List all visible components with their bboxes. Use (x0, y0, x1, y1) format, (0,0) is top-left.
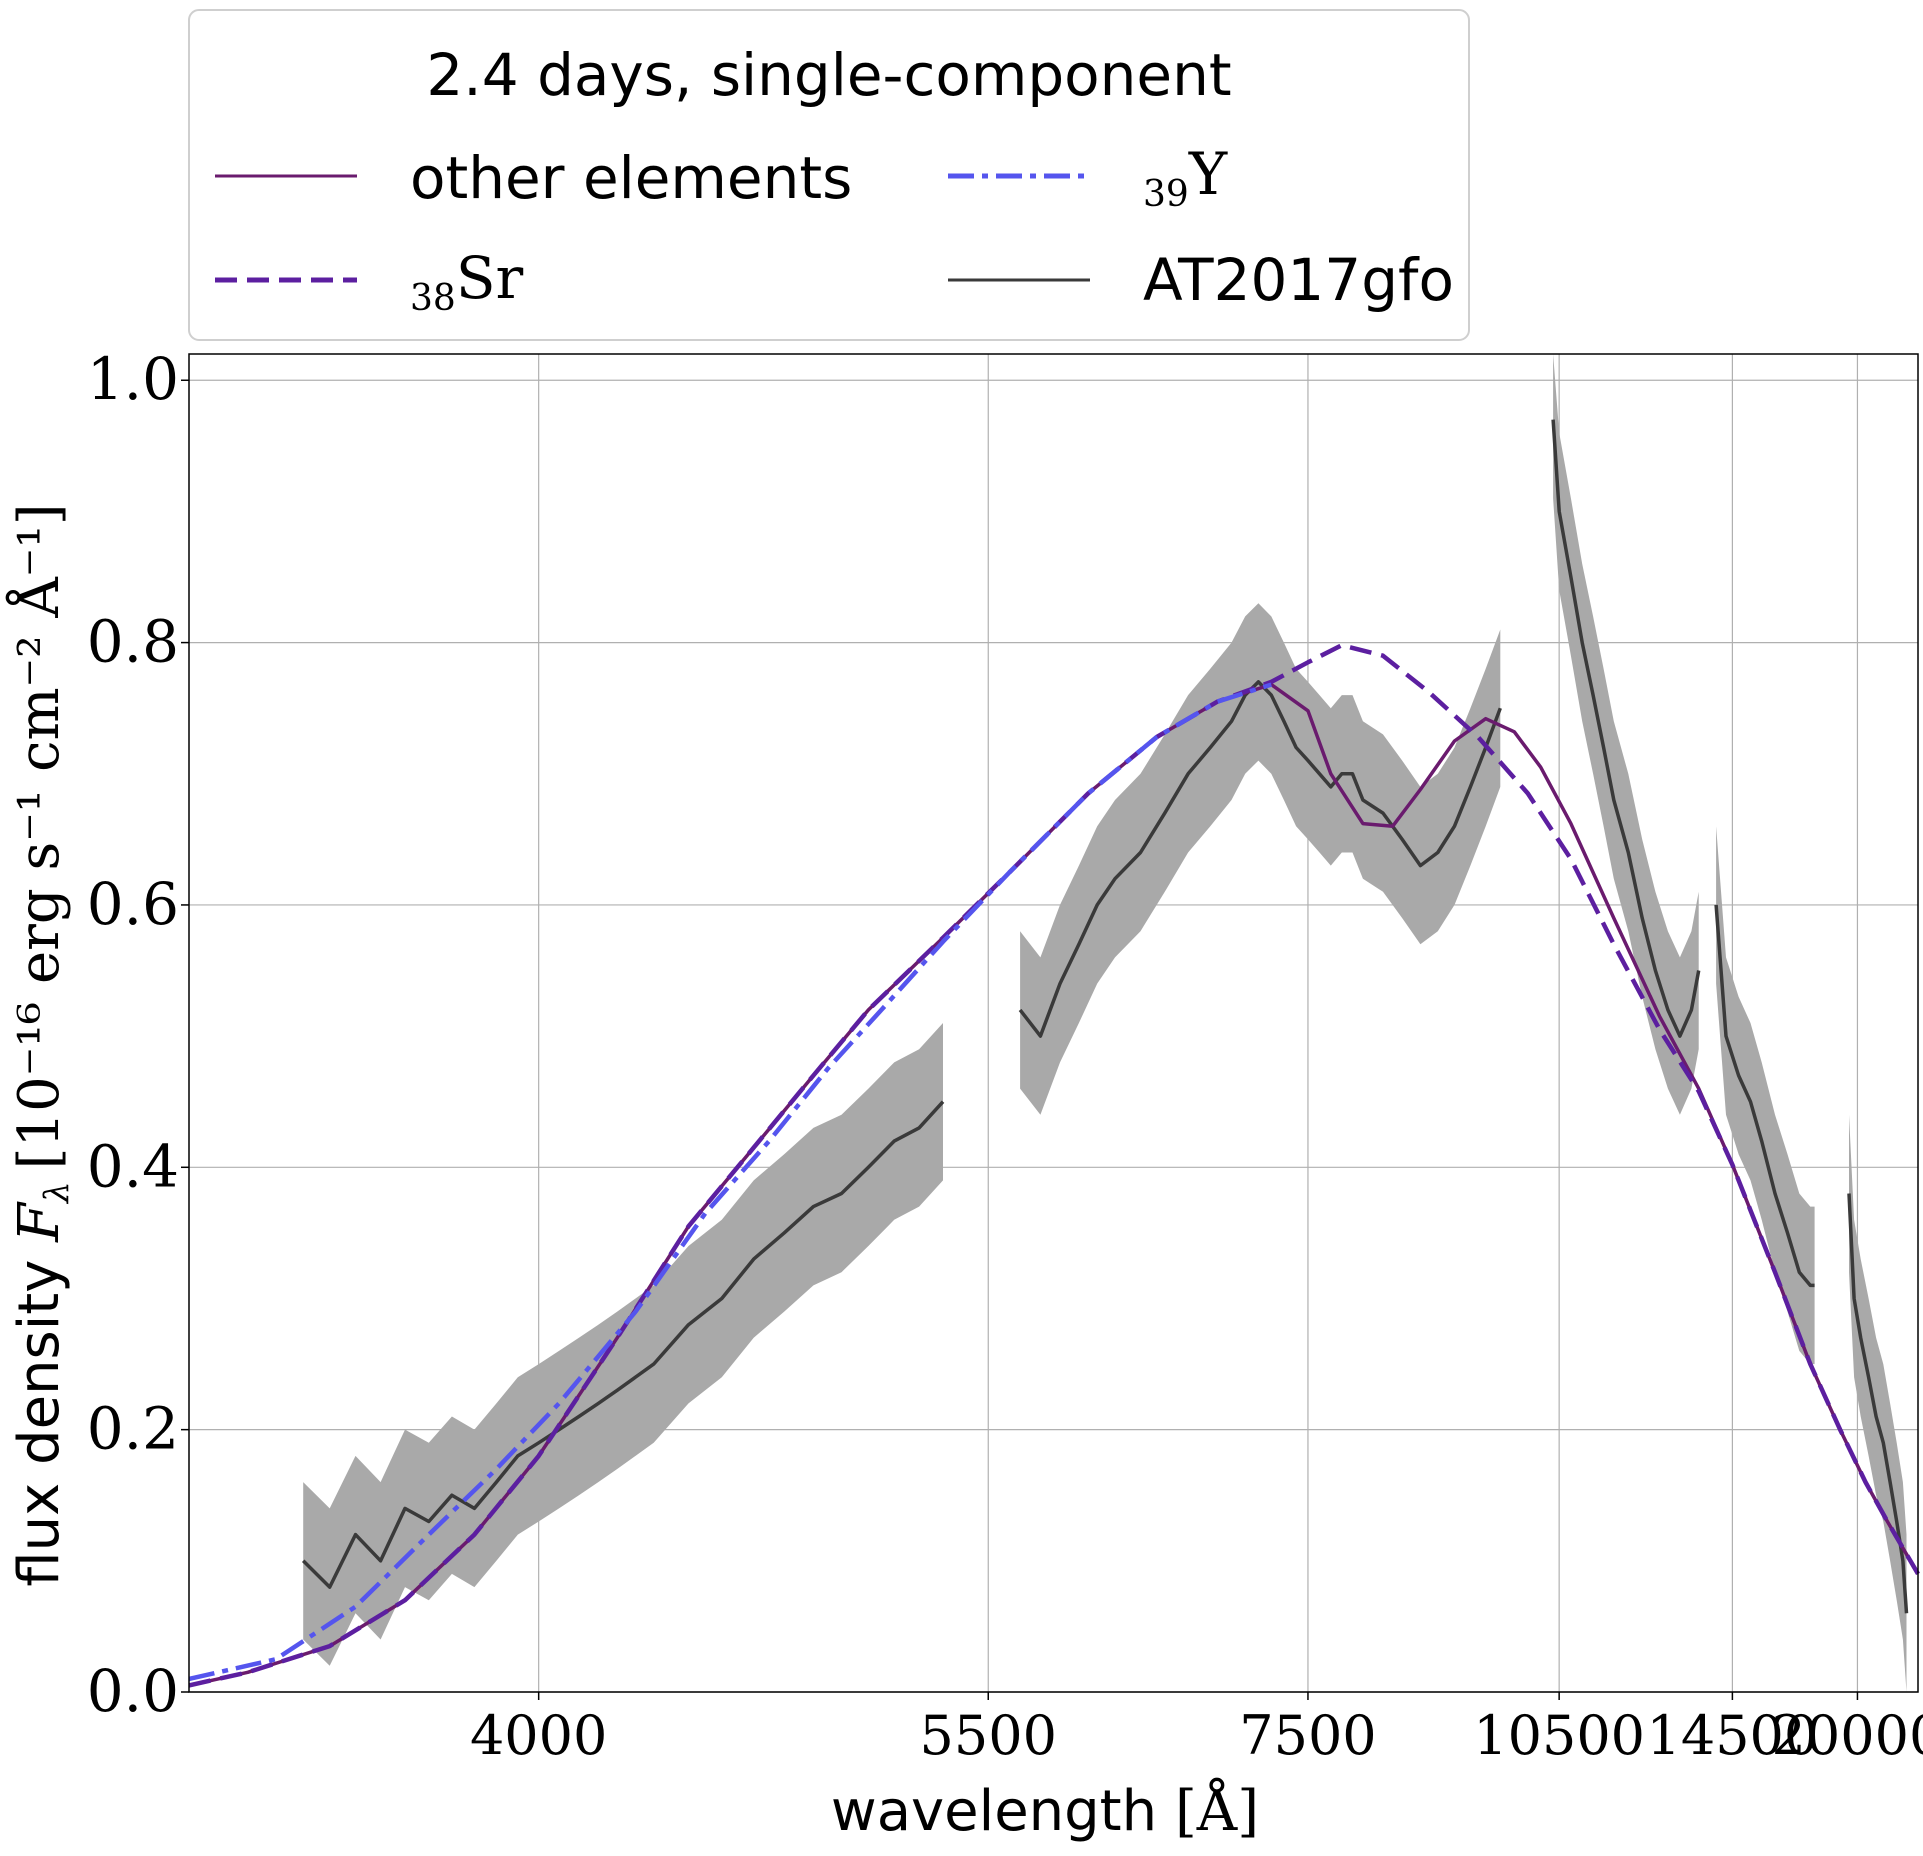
legend-title: 2.4 days, single-component (426, 41, 1231, 109)
legend-label-sr-sub: 38 (410, 278, 456, 319)
observed-spectrum-segment-3 (1714, 904, 1815, 1288)
legend-label-at2017gfo: AT2017gfo (1143, 246, 1454, 314)
legend-label-y-sub: 39 (1143, 174, 1189, 215)
x-axis-label-text: wavelength (831, 1779, 1175, 1844)
legend-label-y: 39Y (1143, 140, 1228, 215)
observed-error-band-segment-0 (303, 1023, 943, 1666)
model-line-sr (188, 642, 1920, 1688)
plot-frame (188, 353, 1919, 1693)
legend-label-other-elements: other elements (410, 144, 852, 212)
model-spectra (188, 642, 1920, 1688)
legend-label-sr: 38Sr (410, 244, 524, 319)
legend-label-sr-symbol: Sr (456, 244, 524, 312)
x-tick-label-3: 10500 (1473, 1704, 1645, 1767)
observed-spectrum-segment-2 (1551, 419, 1701, 1038)
y-axis-label-symbol: F (7, 1201, 72, 1243)
observed-error-band-segment-2 (1553, 354, 1699, 1115)
y-tick-label-0: 0.0 (87, 1657, 179, 1725)
y-tick-label-2: 0.4 (87, 1132, 179, 1200)
y-tick-label-5: 1.0 (87, 345, 179, 413)
observed-spectrum-segment-1 (1018, 680, 1502, 1038)
observed-error-band-segment-1 (1020, 603, 1501, 1115)
legend-box (188, 9, 1470, 341)
y-tick-label-4: 0.8 (87, 608, 179, 676)
legend-label-y-symbol: Y (1188, 140, 1228, 208)
x-tick-label-0: 4000 (470, 1704, 607, 1767)
y-axis-label: flux density Fλ [10⁻¹⁶ erg s⁻¹ cm⁻² Å⁻¹] (5, 503, 77, 1586)
observed-spectrum-segment-0 (301, 1100, 945, 1589)
y-axis-label-text: flux density (7, 1242, 72, 1587)
model-line-y (188, 682, 1272, 1682)
x-axis-label-unit: [Å] (1175, 1777, 1259, 1844)
y-tick-label-1: 0.2 (87, 1395, 179, 1463)
y-axis-label-unit: [10⁻¹⁶ erg s⁻¹ cm⁻² Å⁻¹] (5, 503, 72, 1169)
y-axis-label-subscript: λ (37, 1181, 77, 1205)
legend: 2.4 days, single-component other element… (188, 9, 1470, 341)
observed-error-band-segment-4 (1849, 1114, 1907, 1692)
y-axis-ticks: 0.0 0.2 0.4 0.6 0.8 1.0 (87, 345, 189, 1725)
observed-spectrum (301, 419, 1909, 1614)
x-tick-label-4: 14500 (1646, 1704, 1818, 1767)
y-tick-label-3: 0.6 (87, 870, 179, 938)
x-axis-label: wavelength [Å] (831, 1777, 1259, 1844)
x-tick-label-2: 7500 (1239, 1704, 1376, 1767)
observed-error-band-segment-3 (1716, 826, 1815, 1365)
x-tick-label-1: 5500 (920, 1704, 1057, 1767)
observed-error-band (303, 354, 1907, 1692)
